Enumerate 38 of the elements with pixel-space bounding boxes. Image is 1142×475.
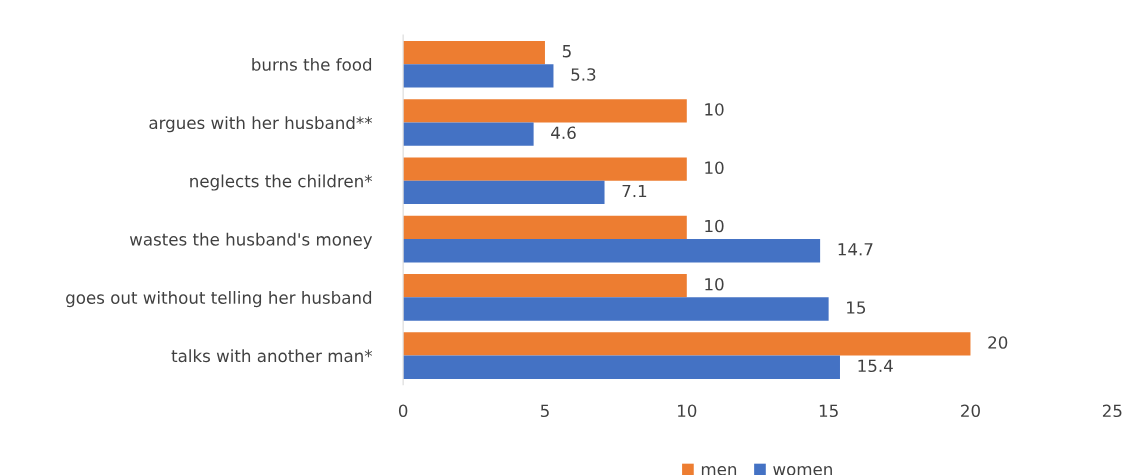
y-tick-label: wastes the husband's money [129, 232, 373, 249]
x-tick-label: 20 [961, 404, 980, 418]
data-label: 14.7 [838, 243, 873, 256]
bar [403, 64, 554, 88]
x-tick-label: 15 [819, 404, 838, 418]
data-label: 4.6 [551, 126, 576, 140]
bar [403, 274, 687, 298]
y-tick-label: argues with her husband** [149, 116, 373, 133]
data-label: 5.3 [571, 68, 596, 81]
legend-label: men [701, 466, 737, 475]
data-label: 15.4 [858, 359, 893, 373]
data-label: 10 [705, 219, 724, 233]
data-label: 10 [705, 277, 724, 291]
data-label: 5 [562, 45, 571, 58]
y-tick-label: neglects the children* [190, 174, 373, 191]
y-tick-label: talks with another man* [171, 349, 373, 363]
x-tick-label: 25 [1102, 404, 1122, 418]
x-tick-label: 5 [540, 404, 549, 418]
x-tick-label: 0 [398, 404, 408, 418]
bar [403, 157, 687, 181]
bar [403, 239, 821, 263]
x-tick-label: 10 [678, 404, 697, 418]
bar [403, 99, 687, 123]
y-tick-label: burns the food [252, 57, 372, 71]
data-label: 15 [847, 301, 866, 314]
y-tick-label: goes out without telling her husband [66, 291, 372, 308]
data-label: 7.1 [622, 184, 647, 198]
bar [403, 180, 605, 205]
data-label: 10 [705, 161, 724, 174]
data-label: 10 [705, 103, 724, 116]
bar [403, 332, 971, 356]
legend-label: women [773, 466, 832, 475]
bar [403, 122, 534, 146]
bar [403, 40, 545, 65]
data-label: 20 [988, 336, 1008, 349]
bar [403, 297, 829, 321]
bar [403, 215, 687, 240]
bar [403, 355, 840, 379]
